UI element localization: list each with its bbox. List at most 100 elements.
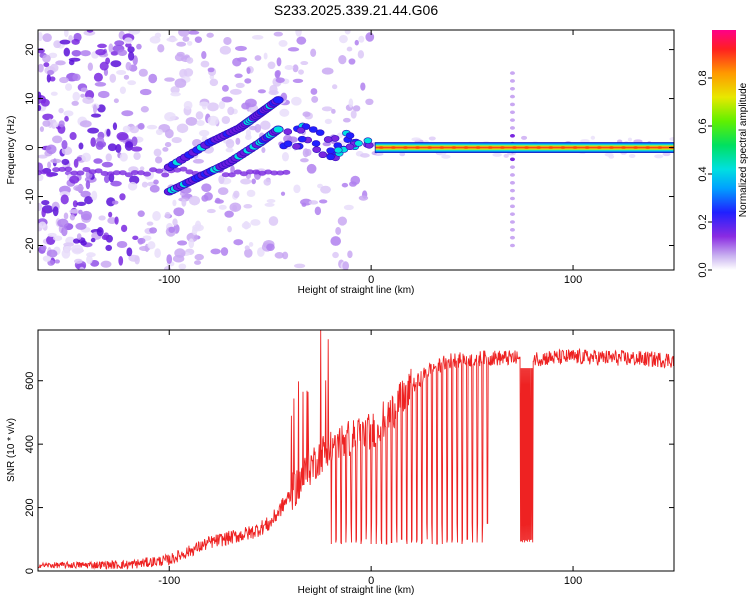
noise-blob xyxy=(178,30,190,37)
noise-blob xyxy=(321,106,333,112)
noise-blob xyxy=(45,144,57,155)
noise-blob xyxy=(119,86,126,94)
noise-blob xyxy=(284,65,294,70)
noise-blob xyxy=(267,61,276,70)
noise-blob xyxy=(298,69,304,75)
band-blob xyxy=(70,170,79,176)
noise-blob xyxy=(240,178,252,185)
noise-blob xyxy=(71,49,82,57)
noise-blob xyxy=(358,195,369,201)
band-blob xyxy=(100,171,109,177)
noise-blob xyxy=(219,45,232,55)
colorbar-tick-label: 0.2 xyxy=(697,214,709,229)
spectrogram-xtick-label: -100 xyxy=(158,274,180,286)
noise-blob xyxy=(295,30,302,37)
main-line-dot xyxy=(499,146,505,150)
noise-blob xyxy=(292,64,299,73)
noise-blob xyxy=(123,74,130,80)
noise-blob xyxy=(266,243,275,251)
converge-blob xyxy=(308,126,318,133)
noise-blob xyxy=(119,193,126,201)
noise-blob xyxy=(139,166,145,171)
band-blob xyxy=(64,166,73,172)
noise-blob xyxy=(96,227,104,237)
noise-blob xyxy=(194,253,204,261)
noise-blob xyxy=(42,120,51,127)
noise-blob xyxy=(50,91,58,96)
noise-blob xyxy=(52,235,63,241)
spectrogram-xtick-label: 100 xyxy=(564,274,582,286)
noise-blob xyxy=(115,143,122,153)
noise-blob xyxy=(108,211,113,218)
noise-blob xyxy=(90,260,100,267)
noise-blob xyxy=(50,158,62,164)
noise-blob xyxy=(131,136,138,147)
noise-blob xyxy=(105,244,113,252)
noise-blob xyxy=(191,227,198,236)
noise-blob xyxy=(172,199,177,207)
colorbar-tick-label: 0.6 xyxy=(697,118,709,133)
converge-blob xyxy=(311,140,321,147)
snr-series-line xyxy=(38,330,674,570)
band-blob xyxy=(155,168,164,174)
main-line-dot xyxy=(402,146,408,150)
noise-blob xyxy=(92,104,98,114)
noise-blob xyxy=(38,174,44,182)
noise-blob xyxy=(107,143,117,152)
noise-blob xyxy=(100,260,112,268)
noise-blob xyxy=(187,30,200,35)
noise-blob xyxy=(154,156,163,164)
noise-blob xyxy=(171,137,182,144)
noise-blob xyxy=(174,53,185,62)
noise-blob xyxy=(58,120,65,128)
artifact-blob xyxy=(509,110,515,115)
noise-blob xyxy=(121,224,128,233)
noise-blob xyxy=(164,111,176,122)
noise-blob xyxy=(654,154,664,159)
snr-frame xyxy=(37,329,675,572)
noise-blob xyxy=(69,175,80,184)
noise-blob xyxy=(218,101,226,110)
noise-blob xyxy=(428,136,436,141)
band-blob xyxy=(58,166,67,172)
noise-blob xyxy=(86,255,93,265)
noise-blob xyxy=(79,266,85,270)
noise-blob xyxy=(335,226,342,235)
band-blob xyxy=(76,170,85,176)
noise-blob xyxy=(133,152,141,160)
noise-blob xyxy=(74,258,83,264)
noise-blob xyxy=(241,102,250,110)
noise-blob xyxy=(53,122,59,128)
noise-blob xyxy=(113,98,119,104)
band-blob xyxy=(161,172,170,178)
main-line-dot xyxy=(451,146,457,150)
noise-blob xyxy=(38,63,44,73)
noise-blob xyxy=(196,119,205,127)
noise-blob xyxy=(234,73,243,79)
band-blob xyxy=(130,170,139,176)
noise-blob xyxy=(131,146,143,152)
noise-blob xyxy=(263,52,268,60)
noise-blob xyxy=(221,96,233,103)
noise-blob xyxy=(281,151,289,162)
noise-blob xyxy=(350,175,361,185)
noise-blob xyxy=(218,175,225,185)
noise-blob xyxy=(80,210,92,221)
band-blob xyxy=(106,171,115,177)
band-blob xyxy=(94,168,103,174)
artifact-blob xyxy=(509,118,515,122)
noise-blob xyxy=(154,32,162,39)
noise-blob xyxy=(38,162,44,172)
noise-blob xyxy=(63,246,73,251)
noise-blob xyxy=(201,183,212,192)
converge-blob xyxy=(326,153,335,161)
noise-blob xyxy=(129,126,139,134)
noise-blob xyxy=(244,245,250,251)
noise-blob xyxy=(176,41,187,47)
converge-blob xyxy=(283,140,293,148)
main-line-dot xyxy=(608,146,614,150)
noise-blob xyxy=(110,60,122,68)
band-blob xyxy=(252,169,261,175)
noise-blob xyxy=(93,158,103,164)
noise-blob xyxy=(174,78,187,89)
